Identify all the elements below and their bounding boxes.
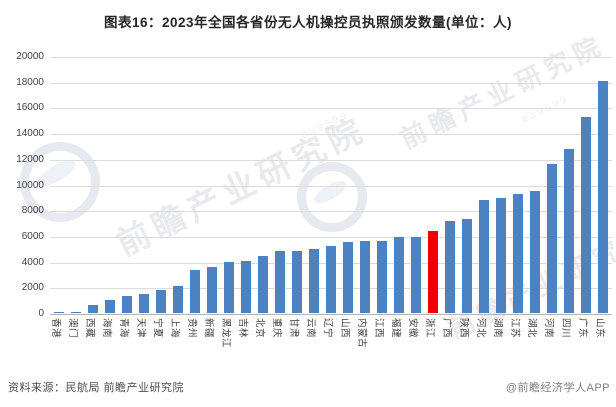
x-axis-label: 陕西 [458,318,470,339]
bar [308,249,319,313]
x-axis-label: 广西 [441,318,453,339]
bar [411,237,422,313]
bar [462,219,473,313]
x-axis-label: 江苏 [509,318,521,339]
x-axis-label: 北京 [253,318,265,339]
bar [394,237,405,313]
gridline [50,57,612,58]
x-axis-label: 山西 [339,318,351,339]
x-axis-label: 西藏 [83,318,95,339]
bar [104,300,115,313]
watermark-logo-icon [20,142,100,222]
x-axis-label: 海南 [100,318,112,339]
x-axis-label: 山东 [594,318,606,339]
x-axis-label: 贵州 [185,318,197,339]
y-axis-label: 8000 [21,205,44,217]
x-axis-label: 黑龙江 [219,318,231,349]
x-axis-label: 新疆 [202,318,214,339]
bar [428,231,439,313]
bar [53,312,64,313]
x-axis-label: 湖南 [492,318,504,339]
bar [513,194,524,313]
bar [598,81,609,313]
bar [257,256,268,313]
chart-title: 图表16：2023年全国各省份无人机操控员执照颁发数量(单位：人) [103,15,513,30]
y-axis-label: 14000 [16,128,44,140]
x-axis-label: 辽宁 [322,318,333,339]
x-axis-label: 内蒙古 [356,318,368,349]
gridline [50,82,612,84]
y-axis-label: 16000 [16,102,44,114]
x-axis-label: 河南 [543,318,555,339]
gridline [50,159,612,161]
bar [479,200,490,313]
plot-area [50,57,612,315]
bar [564,149,575,313]
x-axis-label: 浙江 [424,318,436,339]
x-axis-label: 重庆 [270,318,282,339]
bar [155,290,166,313]
x-axis-label: 云南 [304,318,316,339]
gridline [50,211,612,213]
y-axis-label: 6000 [21,230,44,242]
y-axis-label: 2000 [21,282,44,294]
bar [291,251,302,313]
bar [70,312,81,313]
y-axis-label: 18000 [16,76,44,88]
y-axis-label: 4000 [21,256,44,268]
x-axis-label: 青海 [117,318,129,339]
watermark-logo-icon [297,162,367,232]
bar [530,191,541,313]
bar [240,261,251,313]
bar [326,246,336,313]
x-axis-label: 宁夏 [151,318,163,339]
footer-source: 资料来源：民航局 前瞻产业研究院 [8,382,185,394]
x-axis-label: 上海 [168,318,180,339]
x-axis-label: 福建 [390,318,402,339]
x-axis-label: 四川 [560,318,572,339]
y-axis-label: 12000 [16,153,44,165]
bar [445,221,456,313]
gridline [50,236,612,238]
bar [547,164,558,313]
x-axis-label: 广东 [577,318,589,339]
x-axis-label: 香港 [49,318,61,339]
gridline [50,134,612,136]
x-axis-label: 安徽 [407,318,419,339]
bar [343,242,354,313]
x-axis-line [50,314,612,315]
bar [581,117,592,313]
bar [274,251,285,313]
x-axis-label: 吉林 [236,318,248,339]
gridline [50,108,612,110]
bar [172,286,183,313]
bar [138,294,149,313]
gridline [50,185,612,187]
bar [377,241,388,313]
bar [360,241,371,313]
x-axis-label: 甘肃 [287,318,299,339]
bar [206,267,217,313]
y-axis-label: 10000 [16,179,44,191]
y-axis-label: 0 [38,308,44,319]
bar [189,270,200,313]
bar [87,305,98,313]
x-axis-label: 河北 [475,318,487,339]
y-axis-label: 20000 [16,51,44,62]
x-axis-label: 江西 [373,318,385,339]
x-axis-label: 天津 [134,318,146,339]
x-axis-label: 湖北 [526,318,538,339]
bar [496,198,507,313]
x-axis-label: 澳门 [66,318,78,339]
bar [121,296,132,313]
footer-credit: @前瞻经济学人APP [505,382,610,394]
bar [223,262,234,313]
